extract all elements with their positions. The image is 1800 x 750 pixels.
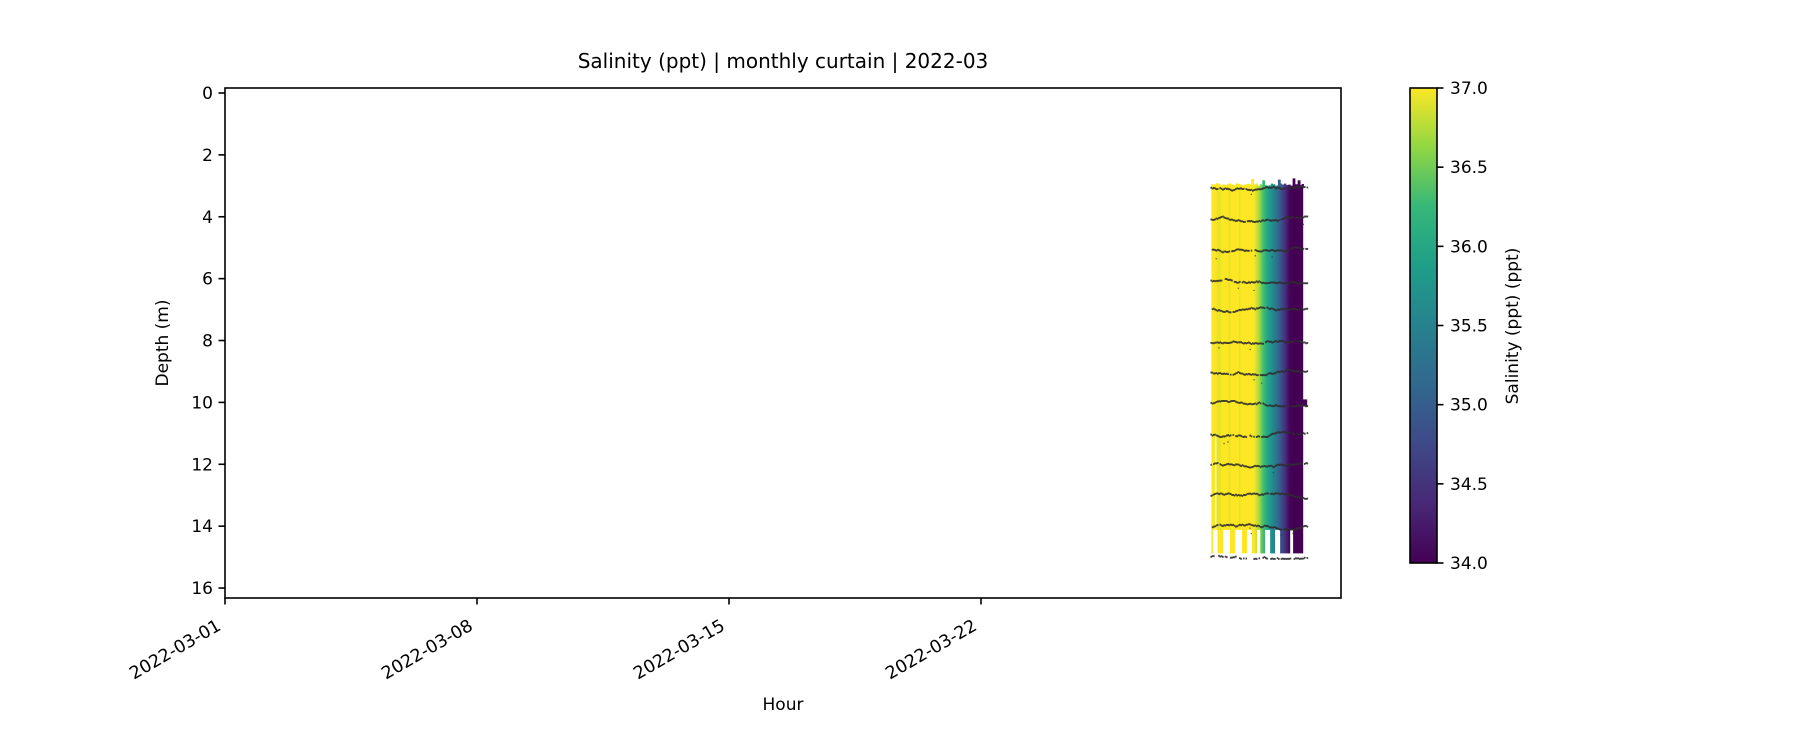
y-tick-label: 4 xyxy=(202,208,213,228)
colorbar-tick-label: 35.0 xyxy=(1450,396,1488,416)
y-tick-label: 8 xyxy=(202,332,213,352)
y-tick-label: 16 xyxy=(191,579,213,599)
y-tick-label: 12 xyxy=(191,455,213,475)
chart-title: Salinity (ppt) | monthly curtain | 2022-… xyxy=(577,49,989,73)
colorbar-tick-label: 34.5 xyxy=(1450,475,1488,495)
colorbar-tick-label: 35.5 xyxy=(1450,317,1488,337)
y-tick-label: 10 xyxy=(191,393,213,413)
x-tick-label: 2022-03-22 xyxy=(882,616,980,684)
colorbar-tick-label: 34.0 xyxy=(1450,554,1488,574)
x-tick-label: 2022-03-01 xyxy=(126,616,224,684)
colorbar-label: Salinity (ppt) (ppt) xyxy=(1503,247,1523,405)
curtain-heatmap xyxy=(1211,178,1308,555)
y-tick-label: 6 xyxy=(202,270,213,290)
colorbar-tick-label: 36.5 xyxy=(1450,158,1488,178)
x-axis-label: Hour xyxy=(762,695,804,715)
x-tick-label: 2022-03-15 xyxy=(630,616,728,684)
colorbar-gradient xyxy=(1410,88,1437,563)
axes: 2022-03-01 2022-03-08 2022-03-15 2022-03-22… xyxy=(126,84,1342,684)
sensor-depth-dots xyxy=(1210,185,1309,560)
y-axis-label: Depth (m) xyxy=(153,299,173,387)
colorbar-tick-label: 37.0 xyxy=(1450,79,1488,99)
colorbar-tick-label: 36.0 xyxy=(1450,237,1488,257)
axes-spines xyxy=(224,87,1342,599)
y-tick-label: 14 xyxy=(191,517,213,537)
x-tick-label: 2022-03-08 xyxy=(378,616,476,684)
colorbar: 37.0 36.5 36.0 35.5 35.0 34.5 34.0 xyxy=(1409,79,1488,574)
y-tick-label: 2 xyxy=(202,146,213,166)
y-tick-label: 0 xyxy=(202,84,213,104)
